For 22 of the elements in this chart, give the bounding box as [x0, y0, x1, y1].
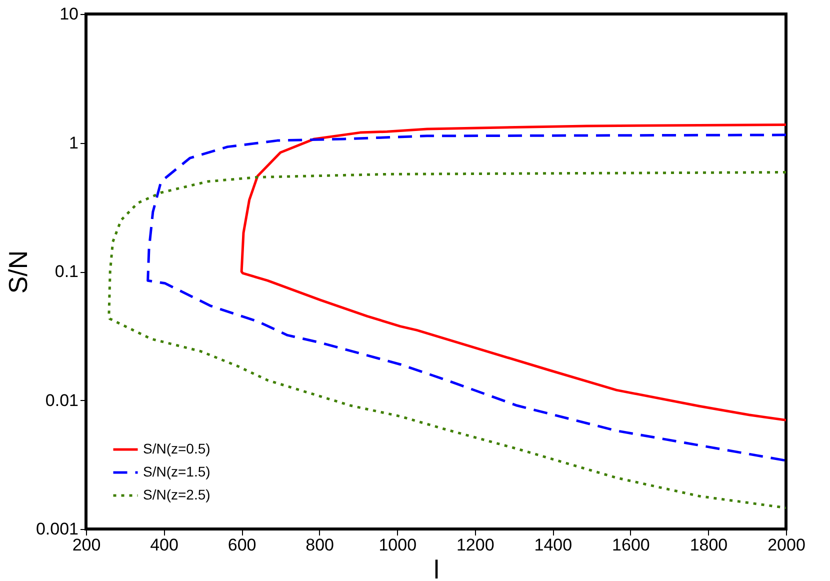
y-tick-label: 1 [69, 133, 78, 152]
legend-label: S/N(z=0.5) [143, 440, 210, 456]
line-series [108, 171, 786, 510]
x-tick-label: 1400 [534, 536, 572, 554]
x-tick-label: 1600 [612, 536, 650, 554]
legend-label: S/N(z=2.5) [143, 486, 210, 502]
x-tick-label: 2000 [768, 536, 806, 554]
x-tick-label: 200 [72, 536, 101, 554]
y-tick-label: 0.01 [45, 390, 78, 410]
x-tick-label: 1200 [456, 536, 494, 554]
x-tick-label: 1000 [378, 536, 417, 554]
y-tick-label: 0.1 [54, 262, 78, 281]
y-tick-label: 0.001 [36, 520, 78, 538]
x-tick-label: 1800 [690, 536, 728, 554]
legend-label: S/N(z=1.5) [143, 464, 210, 480]
y-axis-title: S/N [2, 250, 33, 294]
x-tick-label: 800 [306, 536, 334, 554]
x-axis-title: l [434, 554, 440, 581]
y-tick-label: 10 [60, 4, 78, 24]
line-series [240, 123, 786, 422]
x-tick-label: 600 [228, 536, 256, 554]
x-tick-label: 400 [150, 536, 178, 554]
